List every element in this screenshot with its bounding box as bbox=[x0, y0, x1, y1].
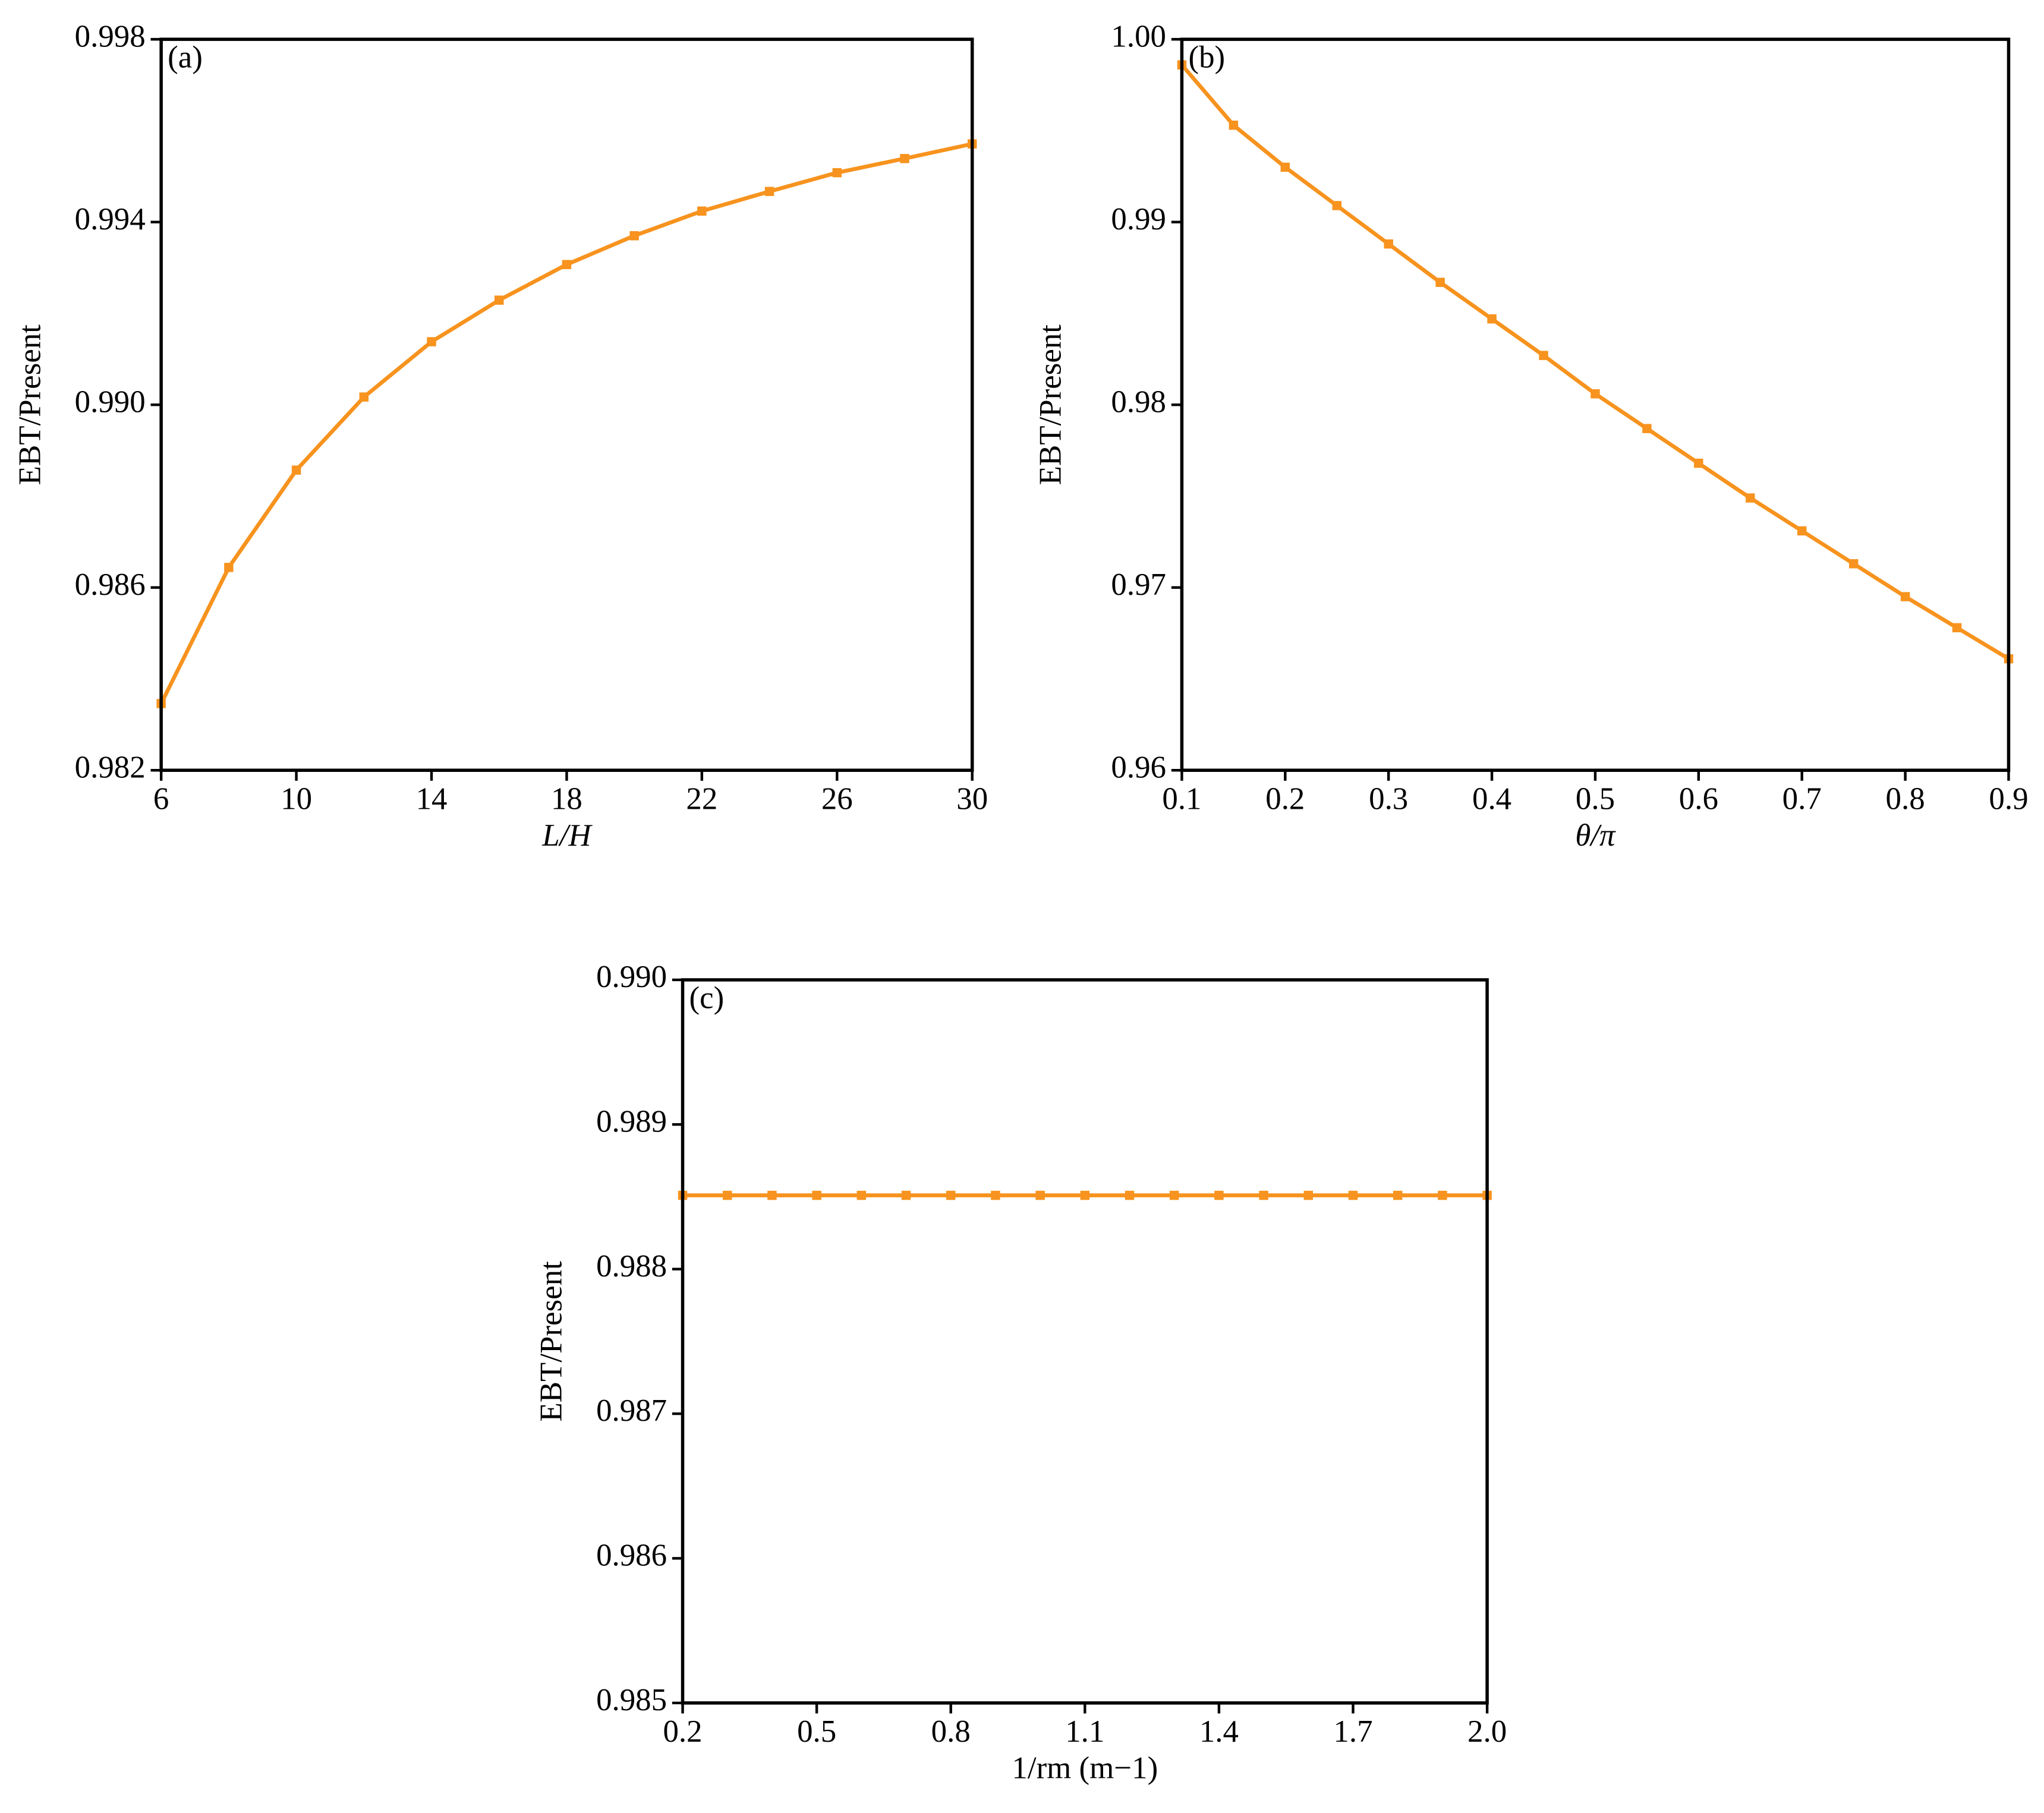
data-marker bbox=[812, 1190, 821, 1200]
data-marker bbox=[1694, 458, 1703, 468]
data-marker bbox=[1487, 314, 1497, 324]
panel-label: (b) bbox=[1188, 40, 1225, 75]
data-marker bbox=[1848, 559, 1859, 569]
data-marker bbox=[291, 465, 301, 475]
data-marker bbox=[1169, 1190, 1179, 1200]
data-line bbox=[159, 141, 973, 705]
x-tick-label: 0.5 bbox=[1576, 781, 1615, 816]
data-marker bbox=[495, 295, 504, 305]
data-marker bbox=[1259, 1190, 1268, 1200]
y-tick-label: 0.987 bbox=[596, 1393, 667, 1428]
y-tick-label: 0.998 bbox=[75, 19, 146, 53]
x-tick-label: 26 bbox=[821, 781, 853, 816]
panel-label: (a) bbox=[168, 40, 203, 75]
x-axis-label: θ/π bbox=[1575, 818, 1616, 853]
data-marker bbox=[629, 231, 639, 241]
x-axis-label: L/H bbox=[541, 818, 593, 853]
y-tick-label: 0.98 bbox=[1111, 384, 1166, 419]
data-marker bbox=[723, 1190, 732, 1200]
data-marker bbox=[1797, 526, 1807, 536]
y-tick-label: 1.00 bbox=[1111, 19, 1166, 53]
x-tick-label: 30 bbox=[956, 781, 988, 816]
data-marker bbox=[224, 563, 234, 572]
y-tick-label: 0.994 bbox=[75, 202, 146, 237]
y-tick-label: 0.96 bbox=[1111, 750, 1166, 784]
x-tick-label: 0.3 bbox=[1369, 781, 1408, 816]
x-tick-label: 6 bbox=[153, 781, 169, 816]
data-marker bbox=[1591, 389, 1600, 399]
data-marker bbox=[1280, 162, 1290, 172]
plot-frame bbox=[681, 978, 1489, 1705]
data-marker bbox=[1080, 1190, 1090, 1200]
data-marker bbox=[1125, 1190, 1135, 1200]
y-tick-label: 0.990 bbox=[596, 960, 667, 994]
y-tick-label: 0.982 bbox=[75, 750, 146, 784]
x-tick-label: 0.7 bbox=[1782, 781, 1822, 816]
y-axis-label: EBT/Present bbox=[1034, 324, 1068, 485]
x-tick-label: 18 bbox=[551, 781, 582, 816]
panel-label: (c) bbox=[689, 980, 725, 1015]
data-marker bbox=[1303, 1190, 1314, 1200]
data-marker bbox=[856, 1190, 867, 1200]
plot-frame bbox=[159, 37, 974, 772]
y-tick-label: 0.99 bbox=[1111, 202, 1166, 237]
x-tick-label: 1.7 bbox=[1333, 1714, 1372, 1749]
x-tick-label: 0.4 bbox=[1472, 781, 1511, 816]
data-marker bbox=[562, 260, 572, 269]
x-tick-label: 10 bbox=[281, 781, 312, 816]
x-tick-label: 2.0 bbox=[1467, 1714, 1507, 1749]
x-tick-label: 0.9 bbox=[1989, 781, 2028, 816]
x-tick-label: 0.2 bbox=[663, 1714, 702, 1749]
y-tick-label: 0.989 bbox=[596, 1104, 667, 1139]
x-tick-label: 0.8 bbox=[931, 1714, 971, 1749]
data-marker bbox=[1435, 278, 1445, 287]
y-tick-label: 0.97 bbox=[1111, 567, 1166, 602]
data-marker bbox=[1229, 120, 1239, 130]
x-tick-label: 0.8 bbox=[1886, 781, 1925, 816]
data-marker bbox=[1438, 1190, 1447, 1200]
x-tick-label: 1.4 bbox=[1199, 1714, 1239, 1749]
data-marker bbox=[1348, 1190, 1358, 1200]
data-marker bbox=[1035, 1190, 1045, 1200]
y-tick-label: 0.988 bbox=[596, 1249, 667, 1284]
x-tick-label: 0.1 bbox=[1162, 781, 1201, 816]
x-tick-label: 22 bbox=[686, 781, 717, 816]
data-marker bbox=[946, 1190, 956, 1200]
data-marker bbox=[764, 187, 774, 196]
y-tick-label: 0.985 bbox=[596, 1683, 667, 1717]
y-tick-label: 0.990 bbox=[75, 384, 146, 419]
data-marker bbox=[1746, 493, 1755, 503]
y-axis-label: EBT/Present bbox=[12, 324, 47, 485]
x-tick-label: 0.5 bbox=[797, 1714, 836, 1749]
data-line bbox=[1180, 64, 2010, 661]
data-marker bbox=[1539, 351, 1548, 360]
data-marker bbox=[359, 392, 369, 402]
data-marker bbox=[767, 1190, 777, 1200]
data-marker bbox=[1384, 239, 1393, 249]
data-marker bbox=[427, 337, 436, 346]
data-marker bbox=[832, 168, 842, 178]
data-marker bbox=[1214, 1190, 1224, 1200]
y-tick-label: 0.986 bbox=[596, 1538, 667, 1573]
data-marker bbox=[1642, 424, 1652, 433]
data-marker bbox=[1900, 592, 1910, 601]
x-tick-label: 1.1 bbox=[1065, 1714, 1104, 1749]
data-marker bbox=[697, 206, 707, 216]
x-tick-label: 14 bbox=[416, 781, 448, 816]
y-axis-label: EBT/Present bbox=[534, 1261, 569, 1422]
data-marker bbox=[1332, 201, 1341, 210]
data-marker bbox=[991, 1190, 1000, 1200]
x-axis-label: 1/rm (m−1) bbox=[1012, 1751, 1158, 1786]
x-tick-label: 0.6 bbox=[1679, 781, 1718, 816]
y-tick-label: 0.986 bbox=[75, 567, 146, 602]
data-marker bbox=[901, 1190, 911, 1200]
x-tick-label: 0.2 bbox=[1265, 781, 1305, 816]
data-marker bbox=[1952, 623, 1962, 633]
data-marker bbox=[900, 154, 909, 163]
plot-frame bbox=[1180, 37, 2011, 772]
data-marker bbox=[1393, 1190, 1403, 1200]
